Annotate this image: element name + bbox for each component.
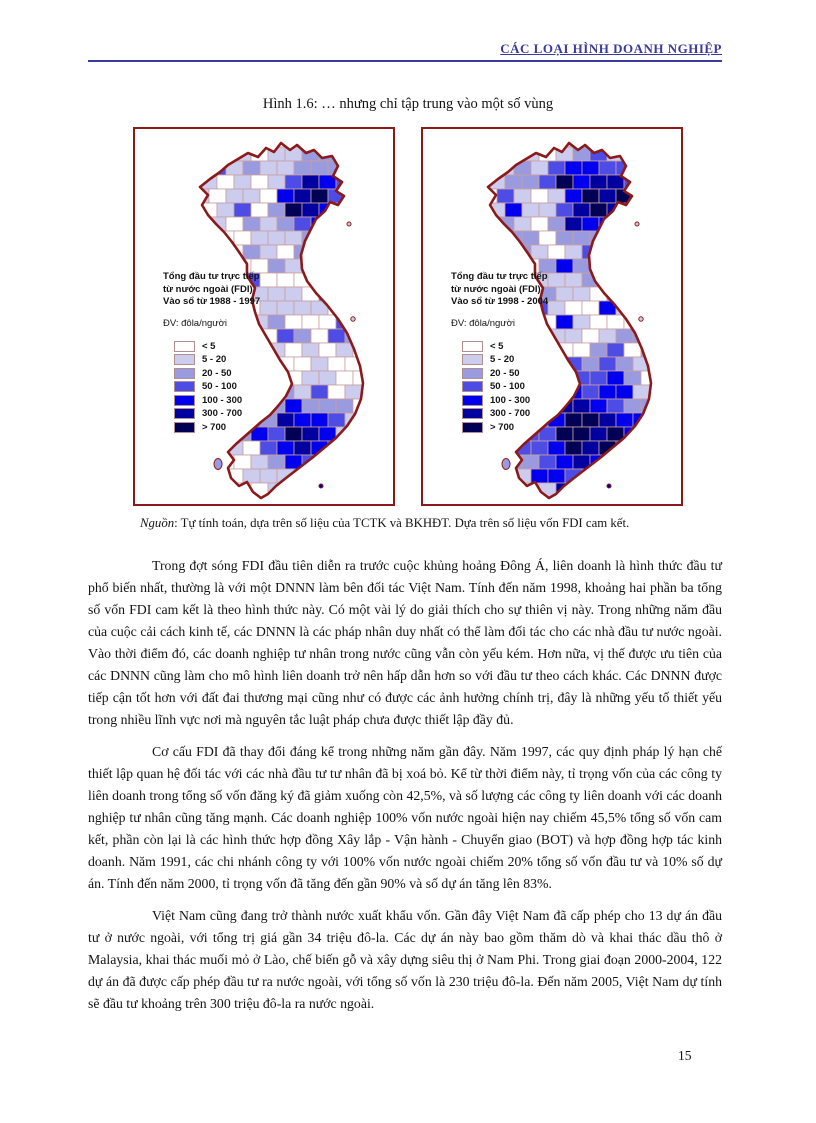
legend-items: < 5 5 - 20 20 - 50 50 - 100 100 - 300 30…: [462, 340, 587, 435]
map-legend: Tổng đầu tư trực tiếp từ nước ngoài (FDI…: [163, 271, 299, 434]
legend-color-swatch: [174, 354, 195, 366]
legend-unit-label: ĐV: đôla/người: [163, 317, 227, 329]
legend-title-line: từ nước ngoài (FDI): [163, 283, 253, 295]
legend-class-label: 5 - 20: [202, 354, 227, 365]
legend-color-swatch: [174, 367, 195, 379]
legend-color-swatch: [174, 381, 195, 393]
map-figure-1998-2004: Tổng đầu tư trực tiếp từ nước ngoài (FDI…: [421, 127, 683, 506]
legend-class-label: > 700: [202, 421, 227, 433]
legend-title-line: Tổng đầu tư trực tiếp: [451, 271, 548, 282]
legend-class-label: 300 - 700: [490, 408, 531, 419]
legend-class-label: 20 - 50: [490, 367, 520, 379]
figure-maps-row: Tổng đầu tư trực tiếp từ nước ngoài (FDI…: [133, 127, 683, 506]
legend-class-label: 20 - 50: [202, 367, 232, 379]
legend-color-swatch: [174, 421, 195, 433]
legend-row: 5 - 20: [462, 353, 587, 367]
page-header: CÁC LOẠI HÌNH DOANH NGHIỆP: [88, 40, 722, 62]
legend-title-line: Vào sổ từ 1998 - 2004: [451, 296, 549, 307]
legend-row: 50 - 100: [174, 380, 299, 394]
source-label: Nguồn: [140, 516, 175, 530]
header-title: CÁC LOẠI HÌNH DOANH NGHIỆP: [500, 41, 722, 56]
body-paragraph-2: Cơ cấu FDI đã thay đổi đáng kể trong nhữ…: [88, 744, 722, 891]
legend-title-line: Tổng đầu tư trực tiếp: [163, 271, 260, 282]
source-text: : Tự tính toán, dựa trên số liệu của TCT…: [174, 516, 630, 530]
legend-class-label: > 700: [490, 421, 515, 433]
legend-row: 50 - 100: [462, 380, 587, 394]
body-paragraph-1: Trong đợt sóng FDI đầu tiên diễn ra trướ…: [88, 558, 722, 727]
figure-caption: Hình 1.6: … nhưng chỉ tập trung vào một …: [262, 96, 554, 112]
legend-row: < 5: [174, 340, 299, 354]
legend-row: < 5: [462, 340, 587, 354]
legend-class-label: 300 - 700: [202, 408, 243, 419]
legend-class-label: 100 - 300: [202, 394, 243, 406]
vietnam-choropleth-map: [423, 129, 681, 504]
legend-color-swatch: [174, 394, 195, 406]
page-number: 15: [678, 1048, 692, 1063]
body-text: Trong đợt sóng FDI đầu tiên diễn ra trướ…: [88, 555, 722, 1025]
legend-row: 20 - 50: [462, 367, 587, 381]
map-figure-1988-1997: Tổng đầu tư trực tiếp từ nước ngoài (FDI…: [133, 127, 395, 506]
legend-color-swatch: [462, 367, 483, 379]
legend-row: 100 - 300: [462, 394, 587, 408]
legend-items: < 5 5 - 20 20 - 50 50 - 100 100 - 300 30…: [174, 340, 299, 435]
legend-class-label: < 5: [490, 340, 504, 352]
legend-row: 5 - 20: [174, 353, 299, 367]
legend-color-swatch: [462, 381, 483, 393]
legend-class-label: 50 - 100: [202, 381, 237, 392]
legend-unit-label: ĐV: đôla/người: [451, 317, 515, 329]
legend-row: > 700: [462, 421, 587, 435]
legend-row: 20 - 50: [174, 367, 299, 381]
legend-color-swatch: [462, 408, 483, 420]
vietnam-choropleth-map: [135, 129, 393, 504]
legend-row: 300 - 700: [462, 407, 587, 421]
legend-row: 100 - 300: [174, 394, 299, 408]
legend-color-swatch: [462, 354, 483, 366]
legend-class-label: 5 - 20: [490, 354, 515, 365]
legend-class-label: 100 - 300: [490, 394, 531, 406]
map-legend: Tổng đầu tư trực tiếp từ nước ngoài (FDI…: [451, 271, 587, 434]
legend-class-label: < 5: [202, 340, 216, 352]
legend-color-swatch: [462, 394, 483, 406]
legend-color-swatch: [462, 421, 483, 433]
legend-row: > 700: [174, 421, 299, 435]
legend-row: 300 - 700: [174, 407, 299, 421]
source-note: Nguồn: Tự tính toán, dựa trên số liệu củ…: [88, 516, 722, 531]
legend-color-swatch: [174, 408, 195, 420]
legend-title-line: từ nước ngoài (FDI): [451, 283, 541, 295]
legend-color-swatch: [462, 340, 483, 352]
legend-class-label: 50 - 100: [490, 381, 525, 392]
body-paragraph-3: Việt Nam cũng đang trở thành nước xuất k…: [88, 908, 722, 1011]
legend-title-line: Vào sổ từ 1988 - 1997: [163, 296, 261, 307]
legend-color-swatch: [174, 340, 195, 352]
